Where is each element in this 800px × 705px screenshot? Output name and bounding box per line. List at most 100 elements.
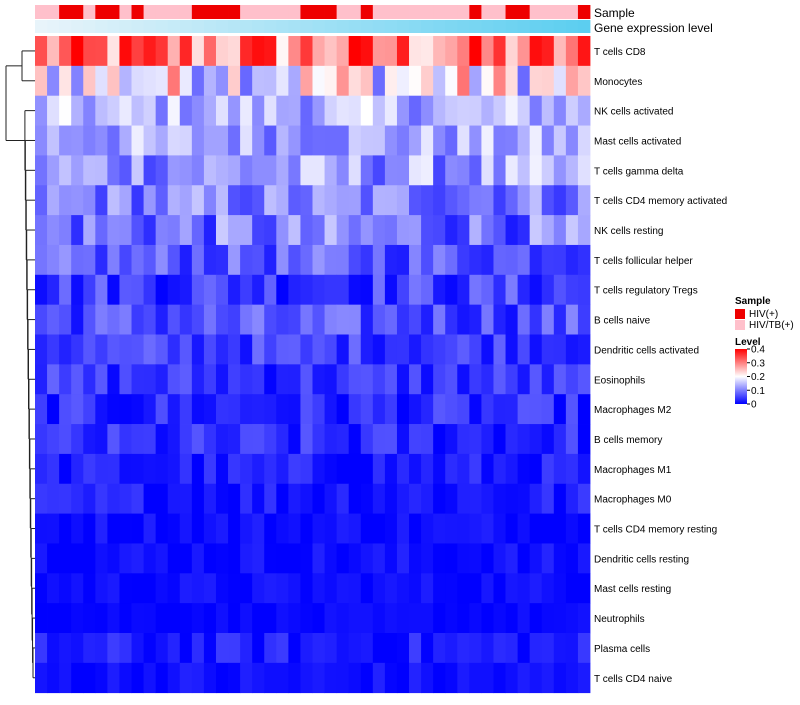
heatmap-cell	[215, 424, 229, 455]
heatmap-cell	[228, 364, 241, 395]
heatmap-cell	[107, 125, 120, 156]
heatmap-cell	[167, 125, 181, 156]
heatmap-cell	[228, 424, 241, 455]
heatmap-cell	[312, 364, 325, 395]
heatmap-cell	[167, 304, 181, 335]
heatmap-cell	[143, 185, 157, 216]
heatmap-cell	[167, 274, 181, 306]
heatmap-cell	[300, 483, 313, 514]
heatmap-cell	[348, 394, 362, 425]
legend-level-tick-label: 0.1	[751, 386, 765, 397]
sample-cell	[517, 5, 531, 19]
heatmap-cell	[505, 453, 519, 485]
heatmap-cell	[384, 244, 398, 276]
heatmap-cell	[107, 244, 120, 276]
heatmap-cell	[191, 513, 205, 544]
heatmap-cell	[312, 394, 325, 425]
heatmap-cell	[336, 155, 350, 186]
sample-cell	[288, 5, 301, 19]
heatmap-cell	[47, 483, 60, 514]
heatmap-cell	[445, 543, 458, 574]
heatmap-cell	[95, 95, 108, 126]
heatmap-cell	[131, 573, 144, 604]
heatmap-cell	[433, 662, 446, 694]
heatmap-cell	[300, 543, 313, 574]
heatmap-cell	[35, 394, 48, 425]
sample-cell	[445, 5, 458, 19]
heatmap-cell	[324, 513, 338, 544]
heatmap-cell	[409, 334, 422, 365]
heatmap-cell	[143, 573, 157, 604]
heatmap-cell	[179, 603, 193, 634]
heatmap-cell	[215, 215, 229, 246]
heatmap-cell	[565, 304, 579, 335]
heatmap-cell	[409, 394, 422, 425]
heatmap-cell	[336, 65, 350, 97]
heatmap-cell	[565, 244, 579, 276]
heatmap-cell	[396, 453, 410, 485]
heatmap-cell	[433, 244, 446, 276]
heatmap-cell	[119, 185, 132, 216]
heatmap-cell	[445, 424, 458, 455]
heatmap-cell	[553, 483, 567, 514]
heatmap-cell	[83, 603, 96, 634]
row-label: Macrophages M2	[594, 405, 672, 416]
heatmap-cell	[131, 603, 144, 634]
heatmap-cell	[131, 215, 144, 246]
expression-cell	[179, 20, 193, 33]
heatmap-cell	[565, 573, 579, 604]
heatmap-cell	[83, 215, 96, 246]
heatmap-cell	[565, 95, 579, 126]
sample-cell	[71, 5, 84, 19]
heatmap-cell	[529, 244, 543, 276]
heatmap-cell	[481, 65, 494, 97]
heatmap-cell	[421, 603, 434, 634]
heatmap-cell	[505, 543, 519, 574]
heatmap-cell	[324, 394, 338, 425]
heatmap-cell	[203, 364, 217, 395]
heatmap-cell	[215, 155, 229, 186]
heatmap-cell	[252, 483, 265, 514]
heatmap-cell	[396, 603, 410, 634]
heatmap-cell	[119, 424, 132, 455]
heatmap-cell	[553, 424, 567, 455]
heatmap-cell	[83, 364, 96, 395]
heatmap-cell	[372, 662, 386, 694]
heatmap-cell	[433, 274, 446, 306]
sample-cell	[493, 5, 506, 19]
heatmap-cell	[71, 215, 84, 246]
heatmap-cell	[324, 304, 338, 335]
heatmap-cell	[35, 662, 48, 694]
heatmap-cell	[191, 603, 205, 634]
heatmap-cell	[35, 453, 48, 485]
heatmap-cell	[167, 364, 181, 395]
heatmap-cell	[288, 364, 301, 395]
legend-level-ticks: 0.4 0.3 0.2 0.1 0	[747, 345, 765, 411]
heatmap-cell	[553, 453, 567, 485]
heatmap-cell	[360, 95, 374, 126]
heatmap-cell	[47, 603, 60, 634]
heatmap-cell	[577, 215, 591, 246]
heatmap-cell	[35, 65, 48, 97]
heatmap-cell	[324, 185, 338, 216]
heatmap-cell	[312, 483, 325, 514]
heatmap-cell	[565, 662, 579, 694]
heatmap-cell	[396, 394, 410, 425]
heatmap-cell	[95, 394, 108, 425]
heatmap-cell	[505, 125, 519, 156]
sample-cell	[372, 5, 386, 19]
heatmap-cell	[143, 244, 157, 276]
heatmap-cell	[83, 662, 96, 694]
heatmap-cell	[143, 125, 157, 156]
heatmap-cell	[252, 304, 265, 335]
heatmap-cell	[529, 662, 543, 694]
heatmap-cell	[47, 36, 60, 67]
heatmap-cell	[384, 95, 398, 126]
heatmap-cell	[252, 185, 265, 216]
heatmap-cell	[95, 603, 108, 634]
heatmap-cell	[529, 36, 543, 67]
heatmap-cell	[228, 573, 241, 604]
sample-cell	[240, 5, 253, 19]
heatmap-cell	[360, 215, 374, 246]
legend-level-tick-label: 0.4	[751, 345, 765, 356]
